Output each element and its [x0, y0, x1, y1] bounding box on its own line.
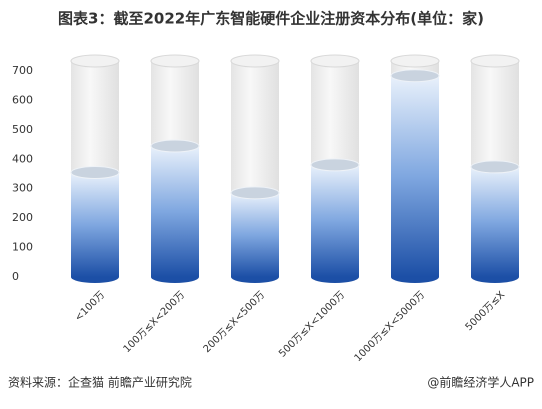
y-tick-label: 200 — [12, 211, 33, 224]
y-tick-label: 700 — [12, 64, 33, 77]
credit: @前瞻经济学人APP — [427, 375, 534, 390]
bar — [471, 166, 519, 277]
bar-top — [310, 158, 360, 172]
cylinder-glass-top — [230, 54, 280, 68]
bar — [231, 192, 279, 277]
cylinder-glass-top — [150, 54, 200, 68]
cylinder-glass-top — [390, 54, 440, 68]
plot-area: 0 100 200 300 400 500 600 700 <100万 100万≤X<200万 20… — [12, 54, 520, 364]
x-tick-label: <100万 — [73, 289, 107, 323]
x-tick-label: 500万≤X<1000万 — [277, 289, 347, 359]
x-tick-label: 200万≤X<500万 — [202, 289, 268, 355]
bar-top — [390, 69, 440, 83]
bar — [311, 164, 359, 277]
bar-top — [70, 166, 120, 180]
bar — [151, 146, 199, 277]
bar-top — [150, 139, 200, 153]
cylinder-glass-top — [470, 54, 520, 68]
y-tick-label: 100 — [12, 241, 33, 254]
cylinder-glass-top — [310, 54, 360, 68]
bar-top — [470, 160, 520, 174]
y-tick-label: 500 — [12, 123, 33, 136]
x-tick-label: 5000万≤X — [464, 289, 508, 333]
source-note: 资料来源：企查猫 前瞻产业研究院 — [8, 375, 192, 390]
y-tick-label: 0 — [12, 270, 19, 283]
y-tick-label: 300 — [12, 182, 33, 195]
bar-top — [230, 186, 280, 200]
cylinder-glass-top — [70, 54, 120, 68]
bar — [71, 172, 119, 277]
x-tick-label: 100万≤X<200万 — [122, 289, 188, 355]
y-tick-label: 600 — [12, 93, 33, 106]
bar — [391, 75, 439, 277]
chart-title: 图表3：截至2022年广东智能硬件企业注册资本分布(单位：家) — [58, 10, 484, 28]
x-tick-label: 1000万≤X<5000万 — [353, 289, 428, 364]
y-tick-label: 400 — [12, 152, 33, 165]
